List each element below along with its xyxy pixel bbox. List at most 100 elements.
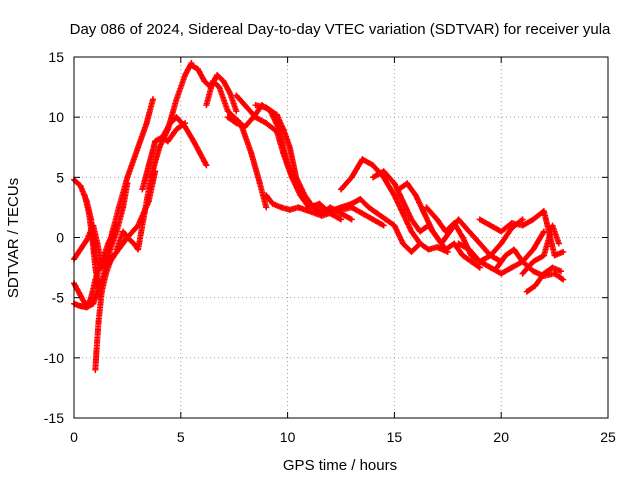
- data-point: [408, 248, 415, 255]
- data-point: [476, 240, 483, 247]
- data-point: [89, 234, 96, 241]
- data-point: [310, 204, 317, 211]
- series-pass-04: [71, 222, 120, 311]
- x-axis-label: GPS time / hours: [283, 457, 397, 474]
- data-point: [530, 216, 537, 223]
- data-point: [209, 78, 216, 85]
- chart-title: Day 086 of 2024, Sidereal Day-to-day VTE…: [70, 21, 611, 38]
- x-tick-label: 20: [493, 429, 509, 445]
- y-axis-label: SDTVAR / TECUs: [5, 178, 22, 298]
- data-point: [295, 204, 302, 211]
- data-point: [95, 318, 102, 325]
- data-point: [560, 248, 567, 255]
- data-point: [226, 90, 233, 97]
- data-point: [348, 200, 355, 207]
- data-point: [421, 210, 428, 217]
- data-point: [256, 180, 263, 187]
- data-point: [263, 204, 270, 211]
- data-point: [83, 304, 90, 311]
- data-point: [143, 120, 150, 127]
- data-point: [338, 186, 344, 193]
- x-tick-label: 5: [177, 429, 185, 445]
- data-point: [370, 174, 377, 181]
- data-point: [357, 195, 364, 202]
- data-point: [391, 192, 398, 199]
- data-point: [220, 78, 227, 85]
- data-point: [519, 270, 526, 277]
- data-point: [551, 252, 558, 259]
- data-point: [188, 62, 195, 69]
- data-point: [487, 222, 494, 229]
- data-point: [391, 222, 398, 229]
- axis-ticks: 0 5 10 15 20 25 -15 -10 -5 0 5 10 15: [44, 49, 616, 445]
- y-tick-label: 5: [56, 169, 64, 185]
- data-point: [540, 208, 547, 215]
- data-point: [502, 252, 509, 259]
- x-tick-label: 15: [387, 429, 403, 445]
- data-point: [530, 268, 537, 275]
- data-point: [214, 72, 221, 79]
- data-point: [348, 174, 355, 181]
- data-point: [120, 228, 127, 235]
- data-point: [466, 228, 473, 235]
- data-point: [327, 208, 334, 215]
- data-point: [549, 264, 556, 271]
- data-point: [451, 220, 458, 227]
- data-point: [476, 264, 483, 271]
- data-point: [139, 186, 146, 193]
- data-point: [318, 212, 325, 219]
- y-tick-label: -15: [44, 410, 64, 426]
- data-point: [498, 270, 505, 277]
- data-point: [194, 66, 201, 73]
- data-point: [105, 240, 112, 247]
- data-point: [487, 264, 494, 271]
- data-point: [359, 156, 366, 163]
- data-point: [150, 96, 157, 103]
- data-point: [382, 216, 389, 223]
- data-point: [77, 303, 84, 310]
- data-point: [103, 270, 110, 277]
- data-point: [173, 114, 180, 121]
- data-point: [152, 138, 159, 145]
- data-point: [374, 210, 381, 217]
- y-tick-label: 0: [56, 230, 64, 246]
- data-point: [468, 258, 475, 265]
- data-point: [459, 234, 466, 241]
- data-point: [273, 111, 280, 118]
- data-point: [113, 246, 120, 253]
- data-point: [269, 200, 276, 207]
- y-tick-label: -10: [44, 350, 64, 366]
- data-series: [71, 60, 567, 373]
- x-tick-label: 25: [600, 429, 616, 445]
- series-pass-24: [523, 264, 565, 295]
- series-markers: [188, 62, 240, 115]
- data-point: [442, 228, 449, 235]
- data-point: [83, 236, 90, 243]
- series-pass-08: [188, 62, 240, 115]
- data-point: [113, 222, 120, 229]
- data-point: [508, 264, 515, 271]
- data-point: [93, 348, 100, 355]
- data-point: [248, 150, 255, 157]
- data-point: [233, 108, 240, 115]
- data-point: [359, 210, 366, 217]
- data-point: [459, 252, 466, 259]
- data-point: [124, 234, 131, 241]
- data-point: [438, 240, 445, 247]
- data-point: [530, 246, 537, 253]
- data-point: [519, 216, 526, 223]
- data-point: [519, 222, 526, 229]
- data-point: [263, 192, 270, 199]
- data-point: [380, 222, 387, 229]
- data-point: [241, 102, 248, 109]
- data-point: [395, 186, 402, 193]
- data-point: [156, 144, 163, 151]
- data-point: [555, 240, 562, 247]
- data-point: [216, 84, 223, 91]
- series-pass-11: [203, 78, 270, 211]
- data-point: [98, 258, 105, 265]
- data-point: [476, 258, 483, 265]
- data-point: [109, 252, 116, 259]
- data-point: [92, 366, 99, 373]
- data-point: [286, 144, 293, 151]
